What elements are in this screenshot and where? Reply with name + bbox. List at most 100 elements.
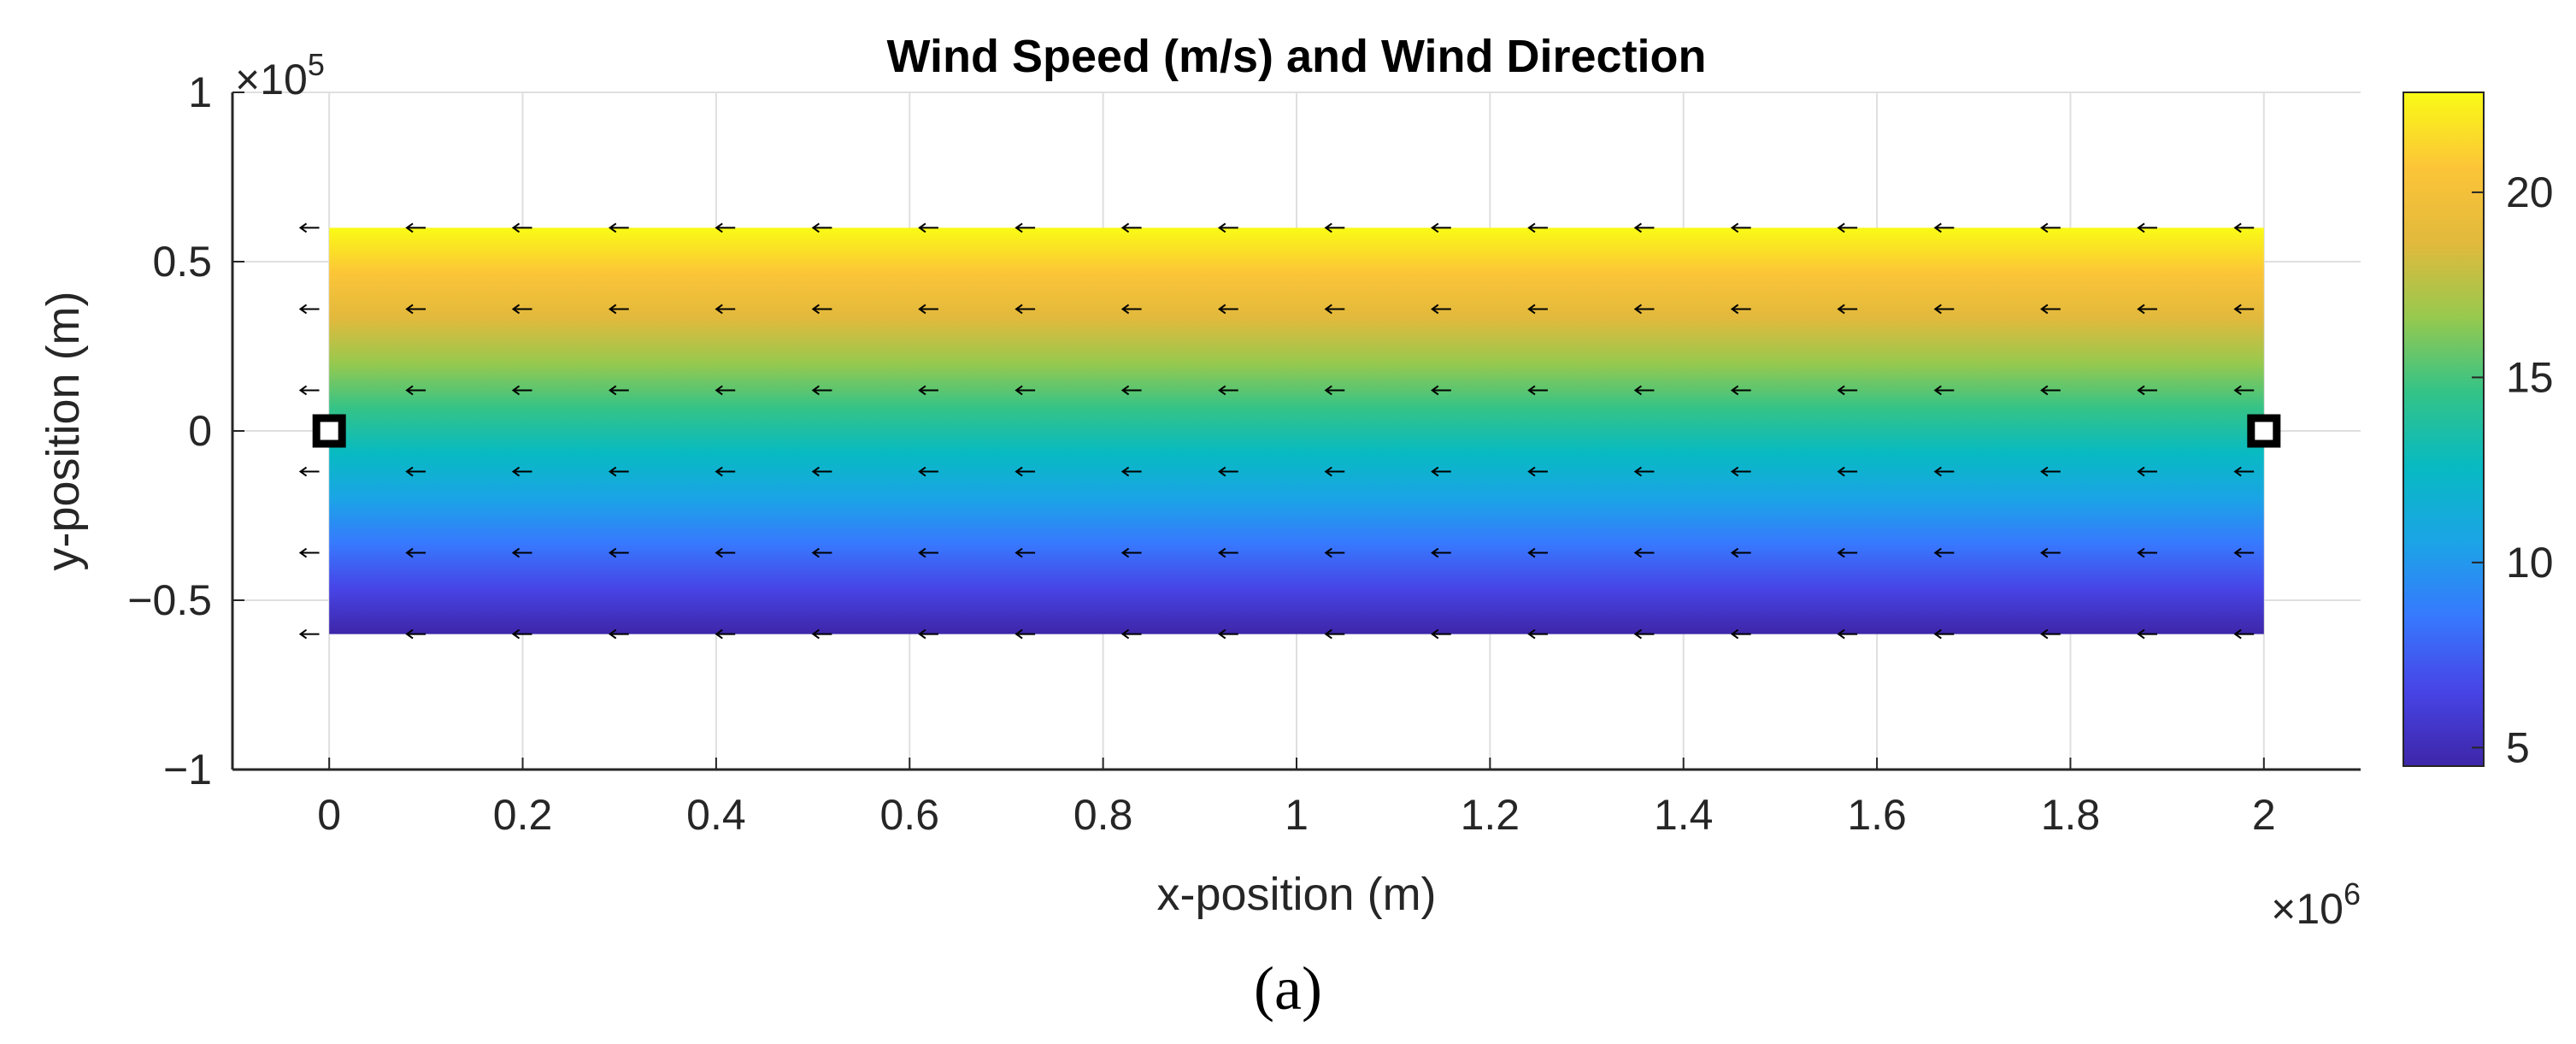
wind-arrow [1837,385,1858,396]
wind-arrow [1324,385,1345,396]
wind-arrow [1431,304,1451,315]
wind-arrow [1015,385,1036,396]
wind-arrow [918,466,938,477]
wind-arrow [715,466,736,477]
wind-arrow [298,385,320,396]
wind-arrow [1218,222,1238,233]
wind-arrow [811,628,832,640]
wind-arrow [405,304,426,315]
wind-arrow [1527,222,1548,233]
x-tick-label: 1 [1285,791,1309,839]
chart-title: Wind Speed (m/s) and Wind Direction [886,31,1706,82]
wind-arrow [1120,628,1142,640]
wind-arrow [609,222,629,233]
wind-arrow [1527,628,1548,640]
wind-arrow [2233,547,2255,558]
wind-arrow [298,304,320,315]
wind-arrow [2040,222,2061,233]
x-tick-label: 1.6 [1847,791,1907,839]
wind-arrow [1837,222,1858,233]
x-tick-label: 1.8 [2041,791,2101,839]
y-exponent-power: 5 [308,47,325,82]
wind-arrow [2040,628,2061,640]
wind-arrow [1730,222,1751,233]
wind-arrow [1933,385,1955,396]
wind-arrow [811,547,832,558]
wind-arrow [405,385,426,396]
wind-arrow [1933,466,1955,477]
wind-arrow [1015,547,1036,558]
panel-label: (a) [1254,954,1322,1023]
wind-arrow [918,304,938,315]
wind-arrow [918,547,938,558]
wind-arrow [1015,304,1036,315]
wind-arrow [1431,385,1451,396]
y-tick-labels: −1 −0.5 0 0.5 1 [127,68,212,793]
wind-speed-field [329,227,2264,634]
wind-arrow [1933,222,1955,233]
wind-arrow [811,466,832,477]
wind-arrow [1933,628,1955,640]
wind-arrow [1527,547,1548,558]
colorbar-ticks: 5 10 15 20 [2472,168,2554,771]
wind-arrow [1324,547,1345,558]
wind-arrow [2137,466,2157,477]
wind-arrow [1933,547,1955,558]
wind-arrow [1015,466,1036,477]
wind-arrow [1218,466,1238,477]
wind-arrow [715,628,736,640]
wind-arrow [1431,222,1451,233]
wind-arrow [2233,222,2255,233]
y-axis-exponent: ×105 [235,47,325,103]
wind-arrow [511,547,532,558]
wind-arrow [1633,466,1655,477]
wind-arrow [1730,547,1751,558]
x-tick-label: 0.4 [686,791,746,839]
wind-arrow [715,222,736,233]
position-markers [312,414,2281,448]
wind-arrow [1324,222,1345,233]
wind-arrow [1431,466,1451,477]
wind-arrow [715,304,736,315]
wind-arrow [1324,304,1345,315]
wind-arrow [2137,628,2157,640]
wind-arrow [1120,385,1142,396]
wind-arrow [1527,304,1548,315]
wind-arrow [1431,547,1451,558]
wind-arrow [2233,304,2255,315]
wind-arrow [1933,304,1955,315]
wind-arrow [609,304,629,315]
x-tick-label: 1.4 [1654,791,1714,839]
wind-arrow [918,222,938,233]
wind-arrow [405,222,426,233]
wind-arrow [2137,547,2157,558]
wind-arrow [2233,466,2255,477]
wind-arrow [918,385,938,396]
wind-arrow [1218,385,1238,396]
wind-arrow [298,466,320,477]
wind-arrow [1837,547,1858,558]
wind-arrow [1837,466,1858,477]
wind-arrow [2137,385,2157,396]
y-tick-label: 1 [188,68,212,116]
wind-arrow [1730,466,1751,477]
wind-arrow [511,466,532,477]
x-tick-label: 1.2 [1461,791,1520,839]
wind-arrow [511,222,532,233]
colorbar-tick-label: 5 [2506,723,2530,771]
wind-arrow [1218,628,1238,640]
wind-arrow [715,385,736,396]
wind-arrow [1837,628,1858,640]
y-tick-label: 0.5 [152,238,212,286]
wind-arrow [1431,628,1451,640]
wind-arrow [1015,222,1036,233]
wind-arrow [1324,466,1345,477]
wind-arrow [1015,628,1036,640]
wind-arrow [1324,628,1345,640]
wind-arrow [811,222,832,233]
wind-arrow [1633,385,1655,396]
wind-arrow [298,222,320,233]
x-exponent-base: ×10 [2271,885,2344,933]
wind-arrow [1633,628,1655,640]
